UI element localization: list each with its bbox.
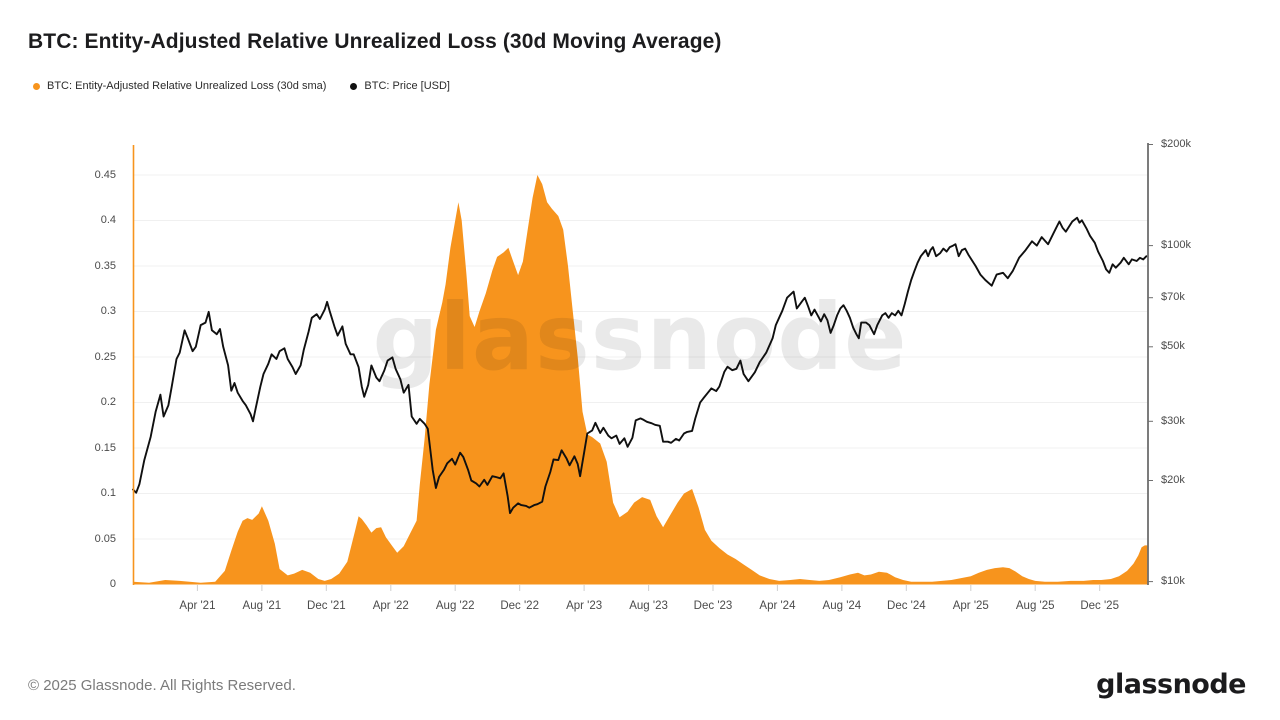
x-axis-tick-label: Dec '25 <box>1080 600 1119 612</box>
x-axis-tick-label: Dec '23 <box>693 600 733 612</box>
copyright-text: © 2025 Glassnode. All Rights Reserved. <box>28 677 296 694</box>
y-left-tick-label: 0 <box>109 578 116 590</box>
x-axis-tick-label: Apr '22 <box>372 600 409 612</box>
legend-item-unrealized-loss[interactable]: BTC: Entity-Adjusted Relative Unrealized… <box>33 80 326 92</box>
y-right-tick-label: $70k <box>1161 291 1185 304</box>
y-left-tick-label: 0.3 <box>100 305 116 318</box>
x-axis-tick-label: Dec '22 <box>500 600 539 612</box>
y-right-tick-label: $10k <box>1161 575 1185 588</box>
black-dot-icon <box>350 82 358 90</box>
legend-item-price[interactable]: BTC: Price [USD] <box>350 80 450 92</box>
y-left-tick-label: 0.45 <box>94 168 116 181</box>
y-left-tick-label: 0.15 <box>94 441 116 454</box>
x-axis-tick-label: Apr '21 <box>179 600 216 612</box>
y-right-tick-label: $100k <box>1161 239 1191 252</box>
x-axis-tick-label: Apr '24 <box>759 600 796 612</box>
loss-area-series <box>133 175 1148 585</box>
y-left-tick-label: 0.2 <box>100 396 116 408</box>
y-right-tick-label: $200k <box>1161 138 1191 150</box>
y-left-tick-label: 0.25 <box>94 350 116 363</box>
y-right-tick-label: $50k <box>1161 340 1185 353</box>
x-axis-tick-label: Dec '21 <box>307 600 346 612</box>
y-right-tick-label: $20k <box>1161 474 1185 486</box>
legend: BTC: Entity-Adjusted Relative Unrealized… <box>33 80 450 92</box>
y-left-tick-label: 0.35 <box>94 259 116 272</box>
glassnode-logo: glassnode <box>1096 669 1246 700</box>
y-left-tick-label: 0.05 <box>94 532 116 545</box>
x-axis-tick-label: Dec '24 <box>887 600 926 612</box>
legend-label-price: BTC: Price [USD] <box>364 80 450 92</box>
x-axis-tick-label: Aug '25 <box>1015 600 1055 612</box>
page-title: BTC: Entity-Adjusted Relative Unrealized… <box>28 30 722 53</box>
x-axis-tick-label: Apr '23 <box>566 600 603 612</box>
x-axis-tick-label: Aug '21 <box>242 600 282 612</box>
x-axis-tick-label: Aug '24 <box>822 600 862 612</box>
legend-label-unrealized-loss: BTC: Entity-Adjusted Relative Unrealized… <box>47 80 327 92</box>
price-line-series <box>132 216 1148 515</box>
orange-dot-icon <box>33 82 40 90</box>
x-axis-tick-label: Aug '23 <box>629 600 668 612</box>
y-left-tick-label: 0.4 <box>100 214 116 227</box>
x-axis-tick-label: Aug '22 <box>435 600 475 612</box>
y-right-tick-label: $30k <box>1161 414 1185 427</box>
x-axis-tick-label: Apr '25 <box>952 600 989 612</box>
y-left-tick-label: 0.1 <box>100 487 116 499</box>
